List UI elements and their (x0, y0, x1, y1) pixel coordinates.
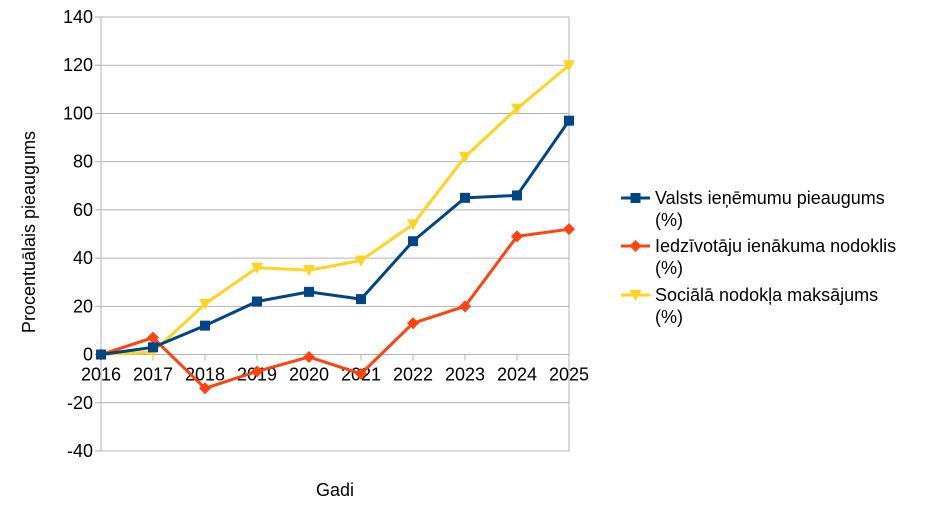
y-axis-title: Procentuālais pieaugums (19, 131, 39, 333)
y-tick-label: 60 (73, 200, 93, 220)
y-tick-label: 0 (83, 345, 93, 365)
data-point (355, 255, 367, 267)
legend: Valsts ieņēmumu pieaugums(%)Iedzīvotāju … (621, 188, 896, 327)
data-point (147, 331, 159, 344)
grid-lines (101, 16, 569, 452)
data-point (303, 350, 315, 363)
data-point (199, 382, 211, 395)
data-point (511, 230, 523, 243)
legend-entry: Sociālā nodokļa maksājums(%) (621, 285, 878, 327)
y-tick-label: 100 (63, 103, 93, 123)
x-tick-label: 2022 (393, 365, 433, 385)
series-line (100, 119, 571, 357)
legend-entry: Iedzīvotāju ienākuma nodoklis(%) (621, 236, 896, 278)
data-point (408, 236, 418, 247)
legend-marker (630, 193, 641, 203)
x-axis-title: Gadi (316, 480, 354, 500)
x-tick-labels: 2016201720182019202020212022202320242025 (81, 365, 589, 385)
legend-label: Sociālā nodokļa maksājums (655, 285, 878, 305)
y-tick-label: 20 (73, 296, 93, 316)
data-point (460, 192, 470, 203)
y-tick-labels: -40 -20 0 20 40 60 80 100 120 140 (63, 7, 93, 461)
legend-label: Valsts ieņēmumu pieaugums (655, 188, 885, 208)
x-tick-label: 2017 (133, 365, 173, 385)
legend-label: Iedzīvotāju ienākuma nodoklis (655, 236, 896, 256)
data-point (459, 300, 471, 313)
data-point (199, 298, 211, 310)
legend-entry: Valsts ieņēmumu pieaugums(%) (621, 188, 885, 230)
y-tick-label: 120 (63, 55, 93, 75)
legend-label: (%) (655, 307, 683, 327)
data-point (459, 151, 471, 163)
y-tick-label: 40 (73, 248, 93, 268)
data-point (511, 103, 523, 115)
legend-label: (%) (655, 258, 683, 278)
series-group (95, 60, 575, 395)
y-tick-label: 140 (63, 7, 93, 27)
legend-label: (%) (655, 210, 683, 230)
legend-marker (629, 290, 642, 301)
y-tick-label: -40 (67, 441, 93, 461)
y-tick-label: -20 (67, 393, 93, 413)
data-point (356, 294, 366, 305)
x-tick-label: 2023 (445, 365, 485, 385)
x-tick-label: 2025 (549, 365, 589, 385)
data-point (512, 190, 522, 201)
data-point (304, 286, 314, 297)
data-point (252, 296, 262, 307)
x-tick-label: 2016 (81, 365, 121, 385)
data-point (564, 115, 574, 126)
data-point (251, 365, 263, 378)
data-point (563, 223, 575, 236)
axes (95, 16, 570, 452)
series-line (100, 64, 570, 357)
legend-marker (629, 240, 642, 252)
data-point (200, 320, 210, 331)
y-tick-label: 80 (73, 152, 93, 172)
data-point (251, 262, 263, 274)
x-tick-label: 2024 (497, 365, 537, 385)
series-1 (96, 115, 574, 360)
data-point (407, 317, 419, 330)
data-point (303, 265, 315, 277)
x-tick-label: 2020 (289, 365, 329, 385)
series-line (100, 227, 570, 390)
data-point (96, 349, 106, 360)
data-point (407, 219, 419, 231)
data-point (355, 367, 367, 380)
data-point (148, 342, 158, 353)
data-point (563, 60, 575, 72)
